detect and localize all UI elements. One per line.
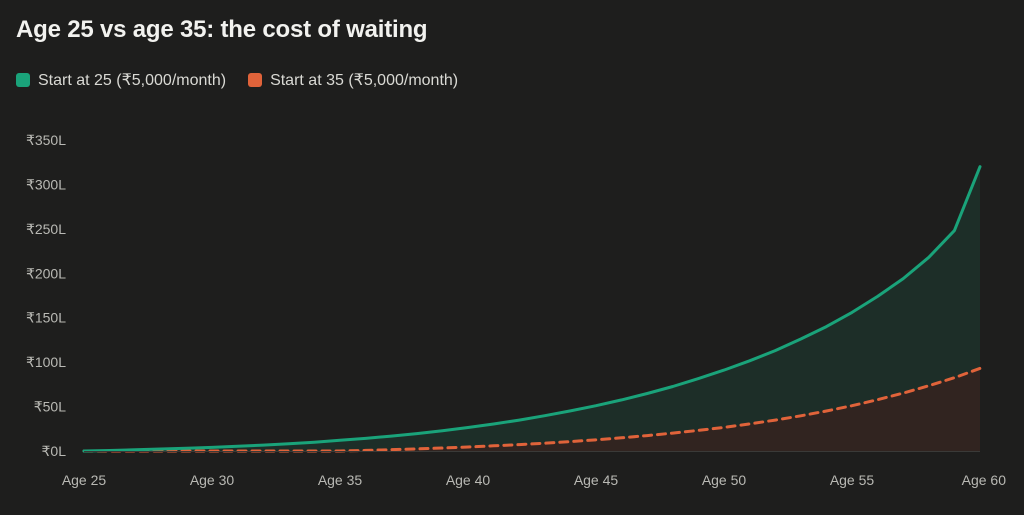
- y-tick-label: ₹250L: [26, 221, 66, 237]
- x-tick-label: Age 35: [318, 472, 363, 488]
- y-tick-label: ₹0L: [42, 443, 67, 459]
- legend-item-start-35[interactable]: Start at 35 (₹5,000/month): [248, 70, 458, 90]
- x-tick-label: Age 60: [962, 472, 1007, 488]
- y-tick-label: ₹100L: [26, 354, 66, 370]
- line-start-25: [82, 165, 982, 453]
- x-tick-label: Age 50: [702, 472, 747, 488]
- x-tick-label: Age 30: [190, 472, 235, 488]
- x-axis: Age 25 Age 30 Age 35 Age 40 Age 45 Age 50 Age …: [62, 472, 1006, 488]
- y-tick-label: ₹50L: [34, 399, 66, 415]
- legend-label: Start at 25 (₹5,000/month): [38, 72, 227, 89]
- y-tick-label: ₹350L: [26, 132, 66, 148]
- x-tick-label: Age 45: [574, 472, 619, 488]
- legend-swatch-green: [16, 73, 30, 87]
- legend-item-start-25[interactable]: Start at 25 (₹5,000/month): [16, 70, 226, 90]
- legend-label: Start at 35 (₹5,000/month): [270, 72, 459, 89]
- legend-swatch-orange: [248, 73, 263, 87]
- series-areas: [84, 166, 980, 451]
- y-tick-label: ₹300L: [26, 176, 66, 192]
- area-gap-start-25: [84, 166, 980, 451]
- y-tick-label: ₹200L: [26, 265, 66, 281]
- chart-title: Age 25 vs age 35: the cost of waiting: [16, 16, 428, 43]
- x-tick-label: Age 25: [62, 472, 107, 488]
- x-tick-label: Age 55: [830, 472, 875, 488]
- y-axis: ₹0L ₹50L ₹100L ₹150L ₹200L ₹250L ₹300L ₹350L: [26, 132, 66, 459]
- area-start-35: [84, 368, 980, 451]
- x-tick-label: Age 40: [446, 472, 491, 488]
- legend: Start at 25 (₹5,000/month) Start at 35 (…: [16, 70, 480, 90]
- y-tick-label: ₹150L: [26, 310, 66, 326]
- series-lines: [82, 165, 982, 453]
